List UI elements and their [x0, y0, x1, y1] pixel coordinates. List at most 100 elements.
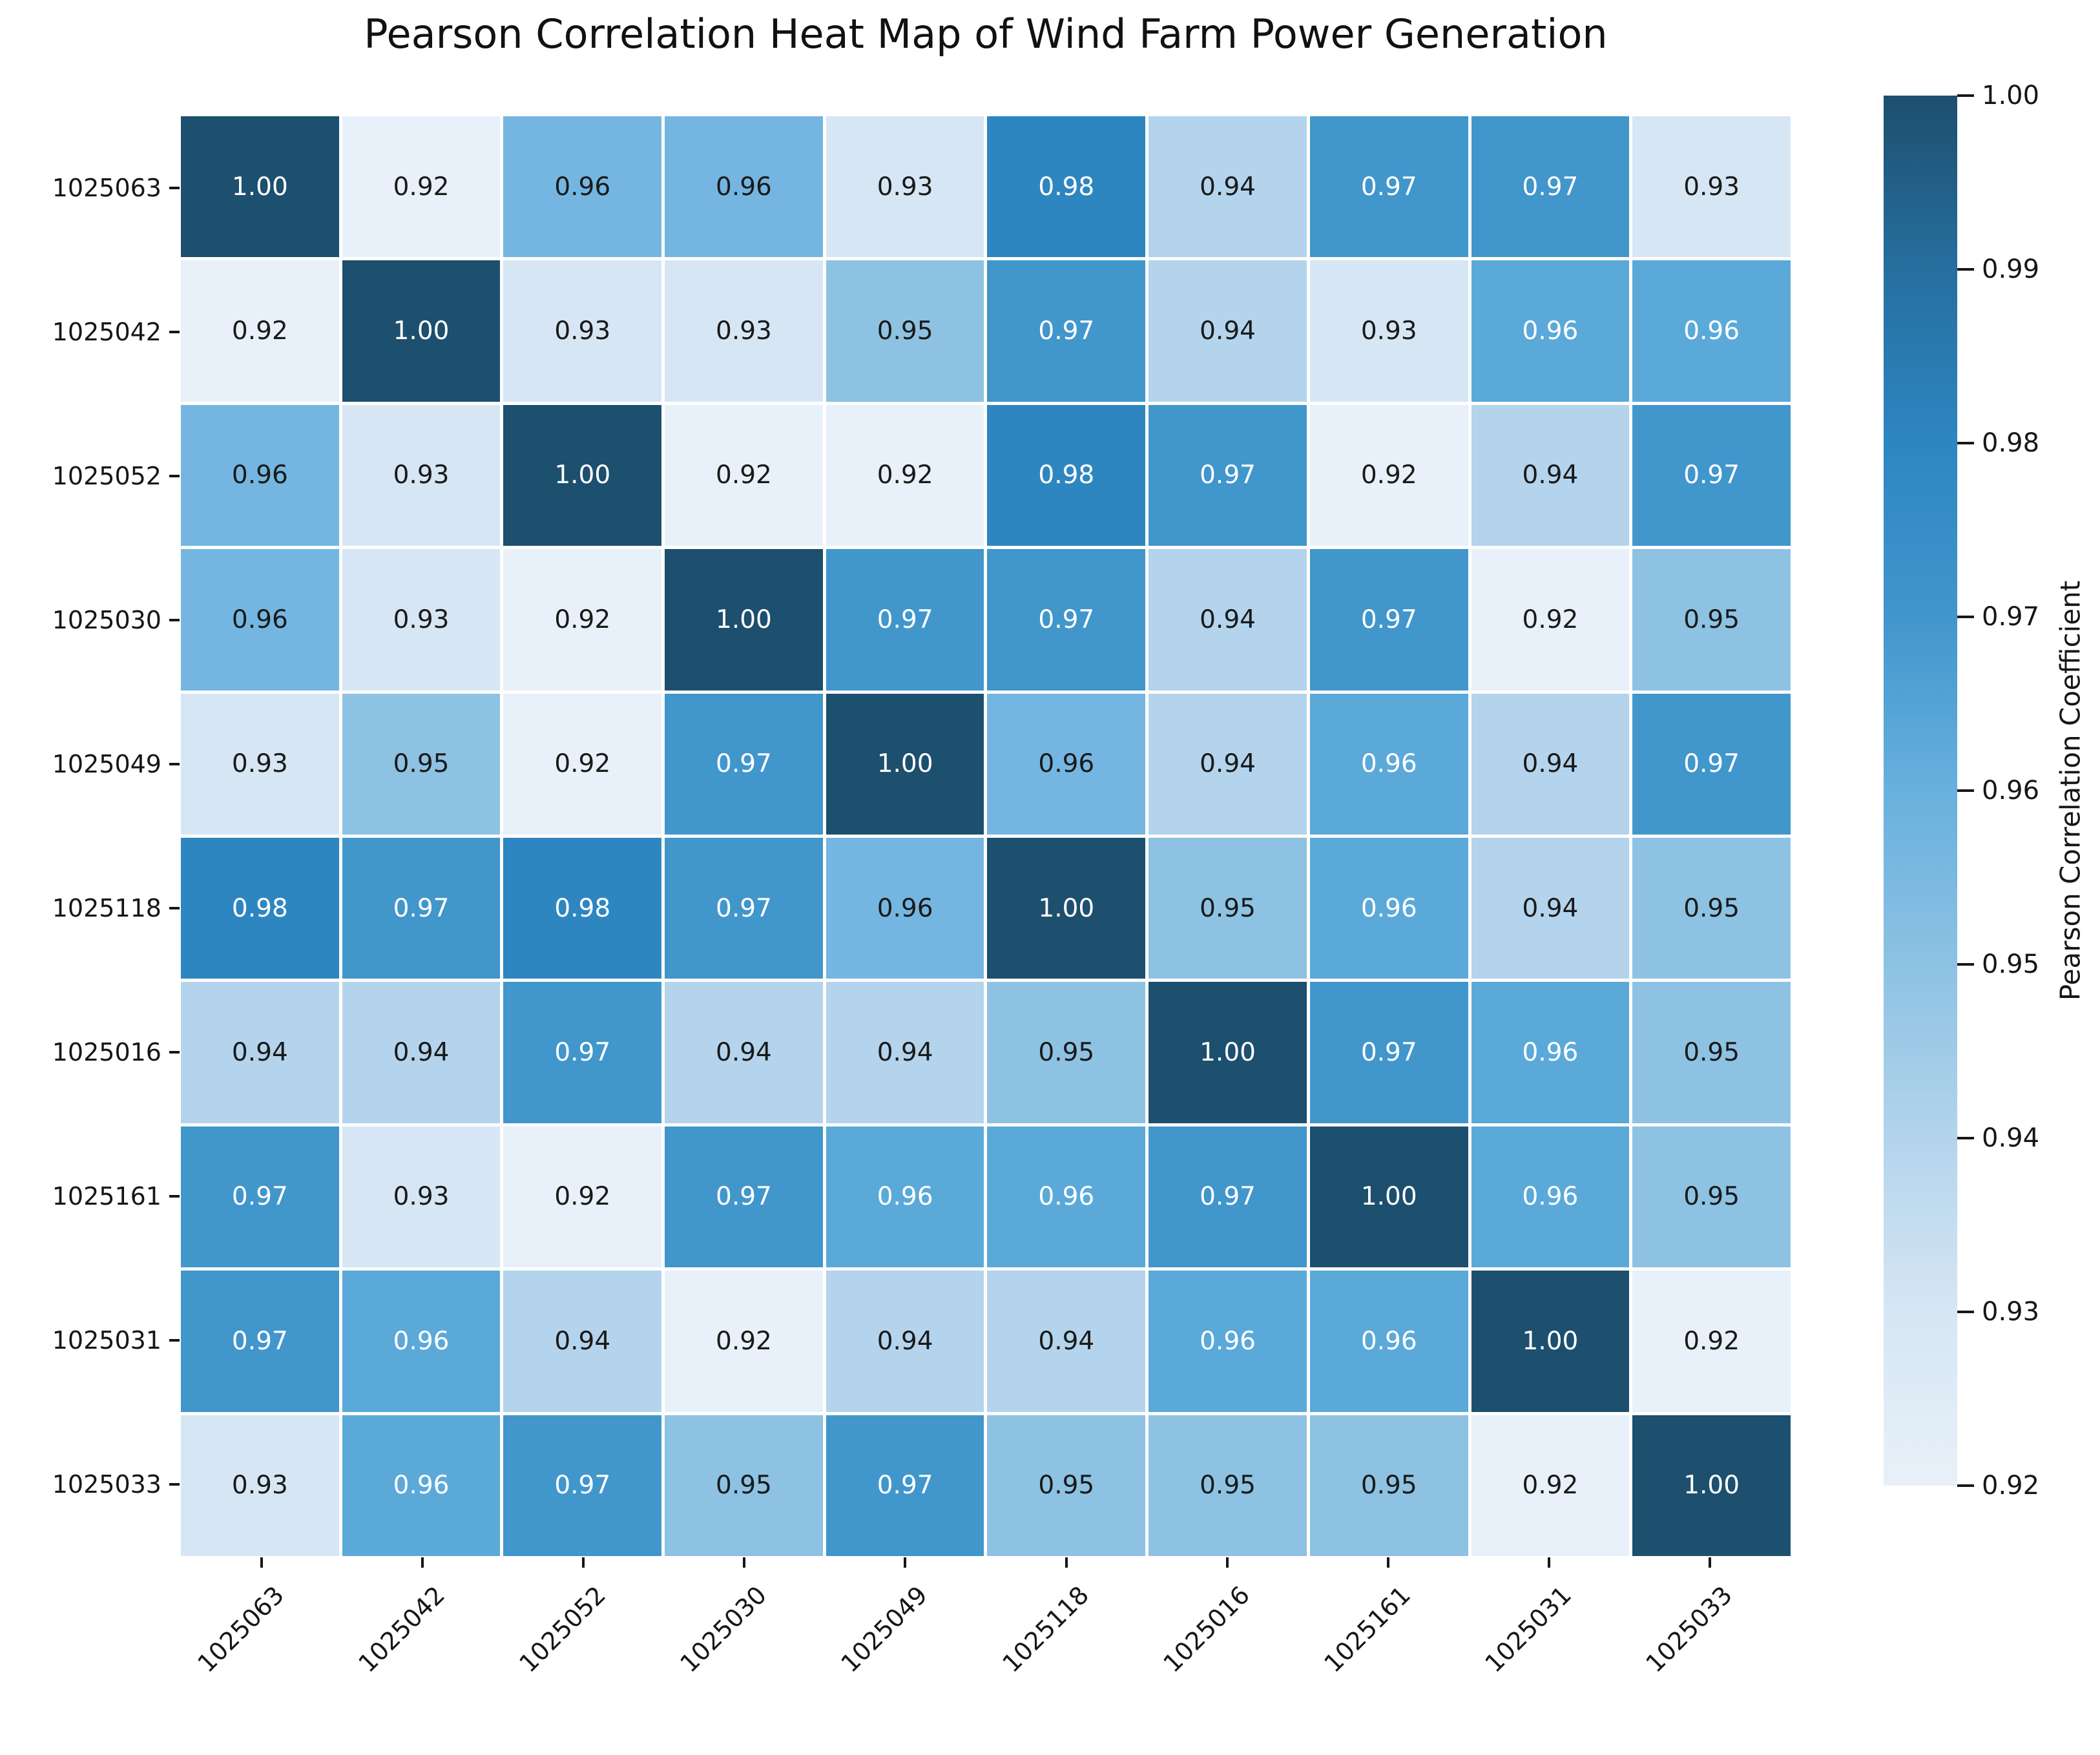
colorbar-tick-label: 1.00	[1982, 81, 2040, 110]
y-tick-label: 1025049	[52, 750, 161, 779]
colorbar-label: Pearson Correlation Coefficient	[2054, 580, 2086, 1001]
heatmap-cell: 0.98	[987, 116, 1146, 258]
heatmap-cell: 0.96	[181, 549, 339, 691]
heatmap-cell: 0.97	[826, 1415, 984, 1556]
heatmap-cell: 0.92	[1471, 1415, 1630, 1556]
heatmap-cell: 0.93	[826, 116, 984, 258]
heatmap-cell: 0.98	[181, 837, 339, 979]
y-tick-label: 1025052	[52, 462, 161, 491]
colorbar-tick-label: 0.95	[1982, 950, 2040, 979]
heatmap-cell: 0.96	[181, 404, 339, 546]
y-tick-label: 1025118	[52, 893, 161, 922]
heatmap-cell: 0.94	[826, 982, 984, 1123]
colorbar-tick-label: 0.99	[1982, 254, 2040, 284]
heatmap-cell: 0.97	[1149, 1126, 1307, 1268]
heatmap-cell: 0.97	[1309, 549, 1468, 691]
heatmap-cell: 0.92	[665, 1271, 823, 1412]
heatmap-cell: 0.95	[1632, 982, 1791, 1123]
heatmap-cell: 0.97	[503, 1415, 662, 1556]
x-tick-mark	[1387, 1557, 1389, 1568]
heatmap-cell: 0.95	[342, 693, 501, 835]
heatmap-cell: 0.97	[987, 549, 1146, 691]
heatmap-cell: 1.00	[1309, 1126, 1468, 1268]
y-tick-mark	[169, 1050, 180, 1054]
y-tick-mark	[169, 619, 180, 622]
heatmap-cell: 0.93	[665, 260, 823, 402]
heatmap-cell: 0.93	[1309, 260, 1468, 402]
heatmap-cell: 0.95	[665, 1415, 823, 1556]
heatmap-cell: 1.00	[503, 404, 662, 546]
y-tick-label: 1025031	[52, 1325, 161, 1355]
y-tick-label: 1025033	[52, 1469, 161, 1499]
heatmap-cell: 0.95	[1632, 1126, 1791, 1268]
colorbar-tick-mark	[1957, 1484, 1974, 1487]
y-tick-mark	[169, 475, 180, 478]
heatmap-cell: 0.92	[1632, 1271, 1791, 1412]
heatmap-cell: 0.92	[1309, 404, 1468, 546]
x-tick-mark	[1065, 1557, 1068, 1568]
heatmap-cell: 0.95	[987, 1415, 1146, 1556]
colorbar-tick-mark	[1957, 963, 1974, 966]
heatmap-cell: 0.95	[826, 260, 984, 402]
heatmap-cell: 0.92	[665, 404, 823, 546]
heatmap-cell: 0.97	[1309, 982, 1468, 1123]
heatmap-cell: 0.94	[987, 1271, 1146, 1412]
heatmap-cell: 0.95	[1149, 837, 1307, 979]
colorbar-tick-mark	[1957, 442, 1974, 444]
colorbar-tick-label: 0.93	[1982, 1297, 2040, 1327]
heatmap-cell: 0.96	[826, 1126, 984, 1268]
colorbar-tick-mark	[1957, 268, 1974, 271]
heatmap-cell: 0.96	[1309, 837, 1468, 979]
heatmap-cell: 1.00	[181, 116, 339, 258]
heatmap-cell: 0.95	[1632, 549, 1791, 691]
heatmap-cell: 0.96	[987, 693, 1146, 835]
heatmap-cell: 0.92	[1471, 549, 1630, 691]
colorbar-tick-label: 0.92	[1982, 1471, 2040, 1501]
colorbar-tick-label: 0.94	[1982, 1123, 2040, 1153]
heatmap-cell: 0.97	[1632, 404, 1791, 546]
heatmap-cell: 0.96	[342, 1415, 501, 1556]
colorbar-tick-label: 0.96	[1982, 776, 2040, 805]
colorbar-tick-mark	[1957, 1311, 1974, 1313]
heatmap-cell: 0.95	[1632, 837, 1791, 979]
heatmap-cell: 0.92	[503, 1126, 662, 1268]
heatmap-cell: 0.94	[665, 982, 823, 1123]
heatmap-cell: 0.93	[181, 693, 339, 835]
heatmap-cell: 0.96	[1309, 1271, 1468, 1412]
heatmap-cell: 0.96	[1471, 1126, 1630, 1268]
heatmap-cell: 0.96	[1471, 260, 1630, 402]
heatmap-cell: 0.98	[987, 404, 1146, 546]
colorbar-tick-mark	[1957, 94, 1974, 97]
heatmap-cell: 0.95	[1309, 1415, 1468, 1556]
heatmap-cell: 0.94	[342, 982, 501, 1123]
heatmap-cell: 0.98	[503, 837, 662, 979]
chart-title: Pearson Correlation Heat Map of Wind Far…	[364, 10, 1608, 57]
heatmap-cell: 1.00	[1471, 1271, 1630, 1412]
heatmap-cell: 0.94	[1149, 116, 1307, 258]
heatmap-cell: 0.92	[342, 116, 501, 258]
heatmap-cell: 0.97	[665, 1126, 823, 1268]
heatmap-cell: 1.00	[826, 693, 984, 835]
heatmap-cell: 0.96	[1632, 260, 1791, 402]
colorbar-gradient	[1884, 96, 1957, 1486]
heatmap-cell: 0.94	[1149, 260, 1307, 402]
heatmap-cell: 0.94	[1149, 693, 1307, 835]
heatmap-cell: 0.96	[1309, 693, 1468, 835]
y-tick-mark	[169, 1194, 180, 1198]
heatmap-cell: 0.97	[1632, 693, 1791, 835]
heatmap-grid: 1.00 0.92 0.96 0.96 0.93 0.98 0.94 0.97 0.97 0.93…	[181, 116, 1791, 1556]
heatmap-cell: 0.95	[987, 982, 1146, 1123]
heatmap-cell: 1.00	[987, 837, 1146, 979]
heatmap-cell: 0.96	[1471, 982, 1630, 1123]
heatmap-cell: 0.92	[503, 549, 662, 691]
y-tick-mark	[169, 1338, 180, 1342]
colorbar-tick-mark	[1957, 616, 1974, 618]
x-tick-mark	[743, 1557, 746, 1568]
y-tick-label: 1025063	[52, 174, 161, 203]
x-tick-label: 1025063	[191, 1581, 289, 1678]
heatmap-cell: 0.97	[1471, 116, 1630, 258]
heatmap-cell: 0.94	[1471, 404, 1630, 546]
y-tick-mark	[169, 1482, 180, 1486]
x-tick-mark	[1709, 1557, 1712, 1568]
x-tick-mark	[1548, 1557, 1551, 1568]
